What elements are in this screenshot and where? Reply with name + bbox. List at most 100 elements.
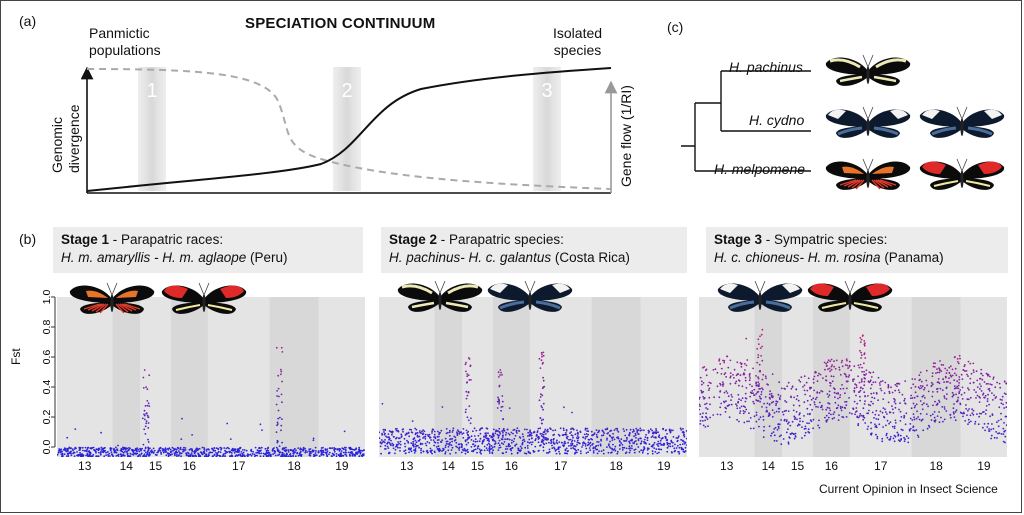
fst-point	[664, 435, 667, 438]
fst-point	[875, 409, 878, 412]
fst-point	[956, 380, 959, 383]
fst-point	[921, 418, 924, 421]
fst-point	[864, 377, 866, 380]
fst-point	[216, 454, 219, 457]
fst-point	[152, 447, 155, 450]
fst-point	[290, 455, 293, 457]
fst-peak-point	[467, 374, 470, 376]
fst-peak-point	[501, 374, 503, 376]
fst-point	[800, 376, 803, 379]
fst-point	[682, 448, 685, 451]
fst-point	[772, 431, 775, 433]
fst-point	[195, 449, 198, 451]
fst-point	[703, 397, 706, 399]
fst-point	[982, 393, 984, 396]
fst-point	[613, 438, 616, 441]
fst-point	[508, 433, 511, 436]
fst-point	[898, 439, 900, 442]
fst-point	[956, 361, 959, 363]
fst-point	[404, 442, 406, 445]
fst-peak-point	[760, 355, 762, 357]
fst-point	[768, 425, 771, 428]
fst-point	[859, 399, 861, 402]
fst-peak-point	[858, 381, 861, 384]
fst-point	[913, 418, 916, 421]
fst-point	[888, 392, 891, 394]
fst-point	[920, 387, 923, 389]
fst-point	[297, 454, 300, 457]
fst-point	[138, 450, 141, 453]
fst-point	[467, 441, 470, 444]
fst-point	[787, 428, 789, 430]
fst-point	[965, 404, 967, 406]
fst-point	[829, 384, 832, 387]
fst-point	[899, 402, 901, 404]
fst-point	[384, 429, 387, 432]
fst-point	[583, 433, 586, 436]
fst-point	[431, 432, 433, 434]
fst-point	[865, 373, 868, 375]
fst-point	[980, 385, 982, 388]
fst-point	[309, 451, 312, 453]
fst-peak-point	[142, 387, 145, 389]
fst-point	[733, 377, 735, 379]
fst-point	[749, 417, 752, 419]
fst-point	[195, 447, 198, 450]
fst-point	[845, 358, 848, 360]
fst-point	[950, 375, 953, 378]
fst-point	[807, 377, 810, 380]
fst-point	[99, 453, 102, 455]
fst-point	[763, 402, 765, 405]
fst-point	[193, 451, 196, 453]
fst-point	[479, 437, 482, 440]
x-tick-label: 13	[78, 459, 92, 473]
fst-point	[886, 436, 889, 439]
fst-point	[381, 441, 384, 444]
fst-point	[980, 412, 983, 415]
fst-point	[70, 452, 72, 455]
fst-point	[884, 411, 887, 413]
chromosome-band	[782, 297, 813, 457]
fst-point	[483, 435, 485, 438]
fst-peak-point	[542, 351, 545, 354]
fst-point	[972, 381, 975, 384]
fst-point	[876, 435, 879, 438]
fst-point	[793, 396, 795, 399]
fst-point	[926, 384, 928, 387]
fst-point	[410, 428, 413, 431]
fst-point	[862, 415, 865, 418]
fst-peak-point	[542, 437, 545, 439]
fst-point	[297, 447, 300, 449]
genomic-divergence-label: Genomic divergence	[49, 104, 82, 174]
fst-point	[409, 448, 411, 451]
fst-point	[267, 451, 269, 454]
fst-point	[509, 448, 512, 451]
fst-point	[863, 380, 866, 383]
fst-point	[499, 446, 502, 449]
fst-point	[440, 429, 443, 432]
fst-point	[518, 429, 520, 432]
fst-point	[314, 452, 317, 454]
fst-point	[237, 454, 239, 457]
fst-point	[553, 447, 556, 450]
fst-point	[968, 388, 970, 391]
fst-point	[739, 410, 742, 412]
fst-point	[925, 369, 928, 372]
fst-point	[414, 443, 417, 446]
fst-point	[167, 452, 169, 455]
fst-point	[669, 445, 672, 448]
fst-point	[437, 449, 440, 452]
fst-point	[917, 436, 920, 438]
fst-point	[848, 365, 851, 368]
fst-point	[509, 445, 512, 447]
fst-point	[833, 365, 835, 368]
fst-point	[584, 427, 587, 430]
fst-point	[655, 429, 658, 432]
fst-point	[885, 424, 887, 427]
fst-point	[964, 364, 966, 366]
fst-point	[408, 435, 411, 438]
fst-point	[201, 446, 204, 449]
fst-point	[834, 367, 837, 370]
y-tick-label: 0.4	[41, 380, 53, 395]
